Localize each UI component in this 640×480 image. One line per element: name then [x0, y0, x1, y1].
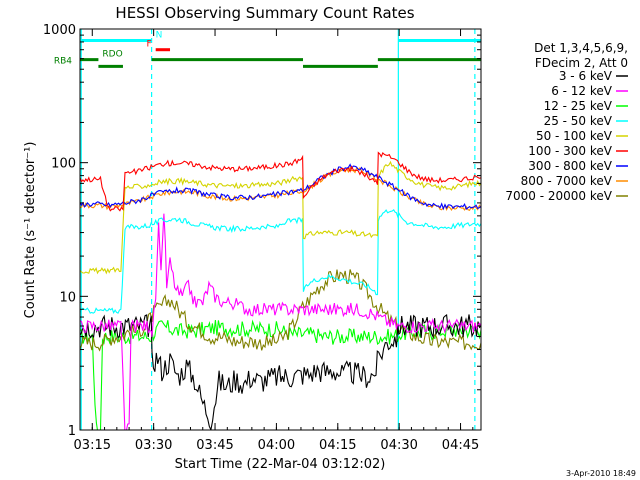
legend-entry-label: 100 - 300 keV: [528, 144, 612, 158]
legend-header-line: Det 1,3,4,5,6,9,: [534, 41, 628, 55]
x-axis: 03:15 03:30 03:45 04:00 04:15 04:30 04:45: [74, 29, 479, 453]
y-tick-label: 10: [59, 290, 76, 305]
legend-entry-label: 800 - 7000 keV: [521, 174, 613, 188]
series-6-12-kev-line: [80, 213, 481, 430]
flag-label-n: N: [156, 31, 163, 41]
x-tick-label: 03:45: [196, 438, 233, 453]
flag-label-rdo: RDO: [102, 50, 122, 60]
y-axis-label: Count Rate (s⁻¹ detector⁻¹): [23, 142, 38, 319]
legend-entry-label: 3 - 6 keV: [559, 69, 613, 83]
x-tick-label: 04:15: [319, 438, 356, 453]
legend: Det 1,3,4,5,6,9,FDecim 2, Att 03 - 6 keV…: [505, 41, 628, 203]
y-tick-label: 100: [51, 157, 76, 172]
chart-title: HESSI Observing Summary Count Rates: [115, 4, 414, 22]
flag-label-rb4: RB4: [54, 56, 72, 66]
legend-entry-label: 7000 - 20000 keV: [505, 189, 612, 203]
series-3-6-kev-line: [80, 314, 481, 430]
series-layer: [80, 151, 481, 430]
x-tick-label: 04:45: [442, 438, 479, 453]
legend-entry-label: 6 - 12 keV: [551, 84, 613, 98]
series-100-300-kev-line: [80, 151, 481, 212]
plot-frame: [79, 28, 482, 431]
y-axis: 1 10 100 1000: [43, 23, 481, 439]
series-50-100-kev-line: [80, 160, 481, 275]
x-tick-label: 04:30: [380, 438, 417, 453]
x-tick-label: 03:15: [74, 438, 111, 453]
legend-entry-label: 300 - 800 keV: [528, 159, 612, 173]
y-tick-label: 1: [68, 424, 76, 439]
series-25-50-kev-line: [80, 208, 481, 315]
instrument-state-lines: [80, 29, 476, 430]
legend-entry-label: 50 - 100 keV: [536, 129, 613, 143]
x-axis-label: Start Time (22-Mar-04 03:12:02): [175, 457, 386, 472]
footer-date: 3-Apr-2010 18:49: [566, 469, 636, 478]
legend-header-line: FDecim 2, Att 0: [535, 56, 628, 70]
series-800-7000-kev-line: [80, 166, 481, 212]
y-tick-label: 1000: [43, 23, 76, 38]
x-tick-label: 03:30: [135, 438, 172, 453]
flag-bars: NF RDO RB4: [54, 31, 481, 68]
x-tick-label: 04:00: [258, 438, 295, 453]
legend-entry-label: 25 - 50 keV: [544, 114, 613, 128]
legend-entry-label: 12 - 25 keV: [544, 99, 613, 113]
series-300-800-kev-line: [80, 163, 481, 211]
flag-label-f: F: [147, 40, 152, 50]
